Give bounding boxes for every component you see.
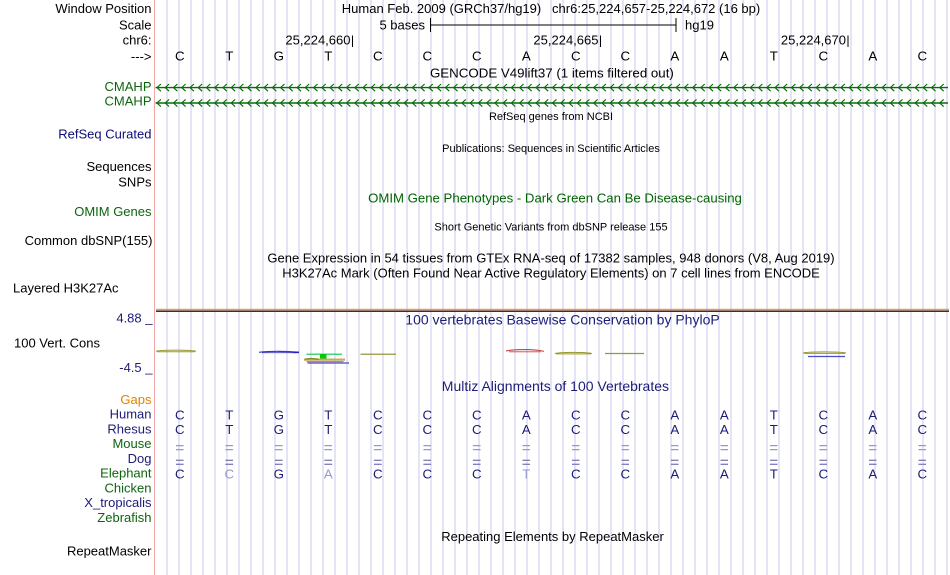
svg-text:100 vertebrates Basewise Conse: 100 vertebrates Basewise Conservation by… bbox=[405, 312, 719, 328]
svg-text:CMAHP: CMAHP bbox=[105, 93, 152, 108]
svg-text:Window Position: Window Position bbox=[55, 1, 151, 16]
svg-text:X_tropicalis: X_tropicalis bbox=[84, 495, 152, 510]
svg-text:chr6:: chr6: bbox=[123, 33, 152, 48]
svg-text:Dog: Dog bbox=[128, 451, 152, 466]
svg-text:RefSeq Curated: RefSeq Curated bbox=[58, 127, 151, 142]
svg-text:SNPs: SNPs bbox=[118, 174, 152, 189]
svg-text:Rhesus: Rhesus bbox=[107, 421, 152, 436]
svg-text:OMIM Gene Phenotypes - Dark Gr: OMIM Gene Phenotypes - Dark Green Can Be… bbox=[368, 191, 742, 206]
svg-text:Zebrafish: Zebrafish bbox=[97, 510, 151, 525]
svg-text:RefSeq genes from NCBI: RefSeq genes from NCBI bbox=[489, 111, 613, 123]
svg-text:Chicken: Chicken bbox=[105, 480, 152, 495]
svg-text:5 bases: 5 bases bbox=[379, 18, 425, 33]
svg-text:Common dbSNP(155): Common dbSNP(155) bbox=[25, 233, 153, 248]
svg-text:--->: ---> bbox=[131, 49, 152, 64]
svg-text:Short Genetic Variants from db: Short Genetic Variants from dbSNP releas… bbox=[434, 222, 667, 234]
svg-text:OMIM Genes: OMIM Genes bbox=[74, 204, 152, 219]
svg-text:RepeatMasker: RepeatMasker bbox=[67, 543, 152, 558]
svg-text:GENCODE V49lift37 (1 items fil: GENCODE V49lift37 (1 items filtered out) bbox=[430, 66, 674, 81]
svg-text:H3K27Ac Mark (Often Found Near: H3K27Ac Mark (Often Found Near Active Re… bbox=[282, 266, 820, 281]
svg-text:25,224,660: 25,224,660 bbox=[285, 33, 350, 48]
svg-text:CMAHP: CMAHP bbox=[105, 79, 152, 94]
svg-text:-4.5 _: -4.5 _ bbox=[119, 360, 153, 375]
svg-text:Human: Human bbox=[110, 407, 152, 422]
svg-text:Mouse: Mouse bbox=[112, 436, 151, 451]
svg-text:Sequences: Sequences bbox=[86, 159, 152, 174]
svg-text:Publications: Sequences in Sci: Publications: Sequences in Scientific Ar… bbox=[442, 143, 660, 155]
svg-text:Multiz Alignments of 100 Verte: Multiz Alignments of 100 Vertebrates bbox=[442, 378, 669, 394]
svg-text:Layered H3K27Ac: Layered H3K27Ac bbox=[13, 280, 119, 295]
svg-text:Elephant: Elephant bbox=[100, 466, 152, 481]
svg-text:100 Vert. Cons: 100 Vert. Cons bbox=[14, 336, 100, 351]
svg-text:hg19: hg19 bbox=[685, 18, 714, 33]
svg-text:Human Feb. 2009 (GRCh37/hg19): Human Feb. 2009 (GRCh37/hg19) chr6:25,22… bbox=[342, 1, 760, 16]
svg-text:Repeating Elements by RepeatMa: Repeating Elements by RepeatMasker bbox=[441, 529, 664, 544]
svg-text:Gene Expression in 54 tissues: Gene Expression in 54 tissues from GTEx … bbox=[267, 251, 834, 266]
svg-text:Gaps: Gaps bbox=[120, 392, 152, 407]
svg-text:25,224,665: 25,224,665 bbox=[533, 33, 598, 48]
svg-text:4.88 _: 4.88 _ bbox=[116, 311, 153, 326]
svg-text:25,224,670: 25,224,670 bbox=[781, 33, 846, 48]
svg-text:Scale: Scale bbox=[119, 18, 152, 33]
